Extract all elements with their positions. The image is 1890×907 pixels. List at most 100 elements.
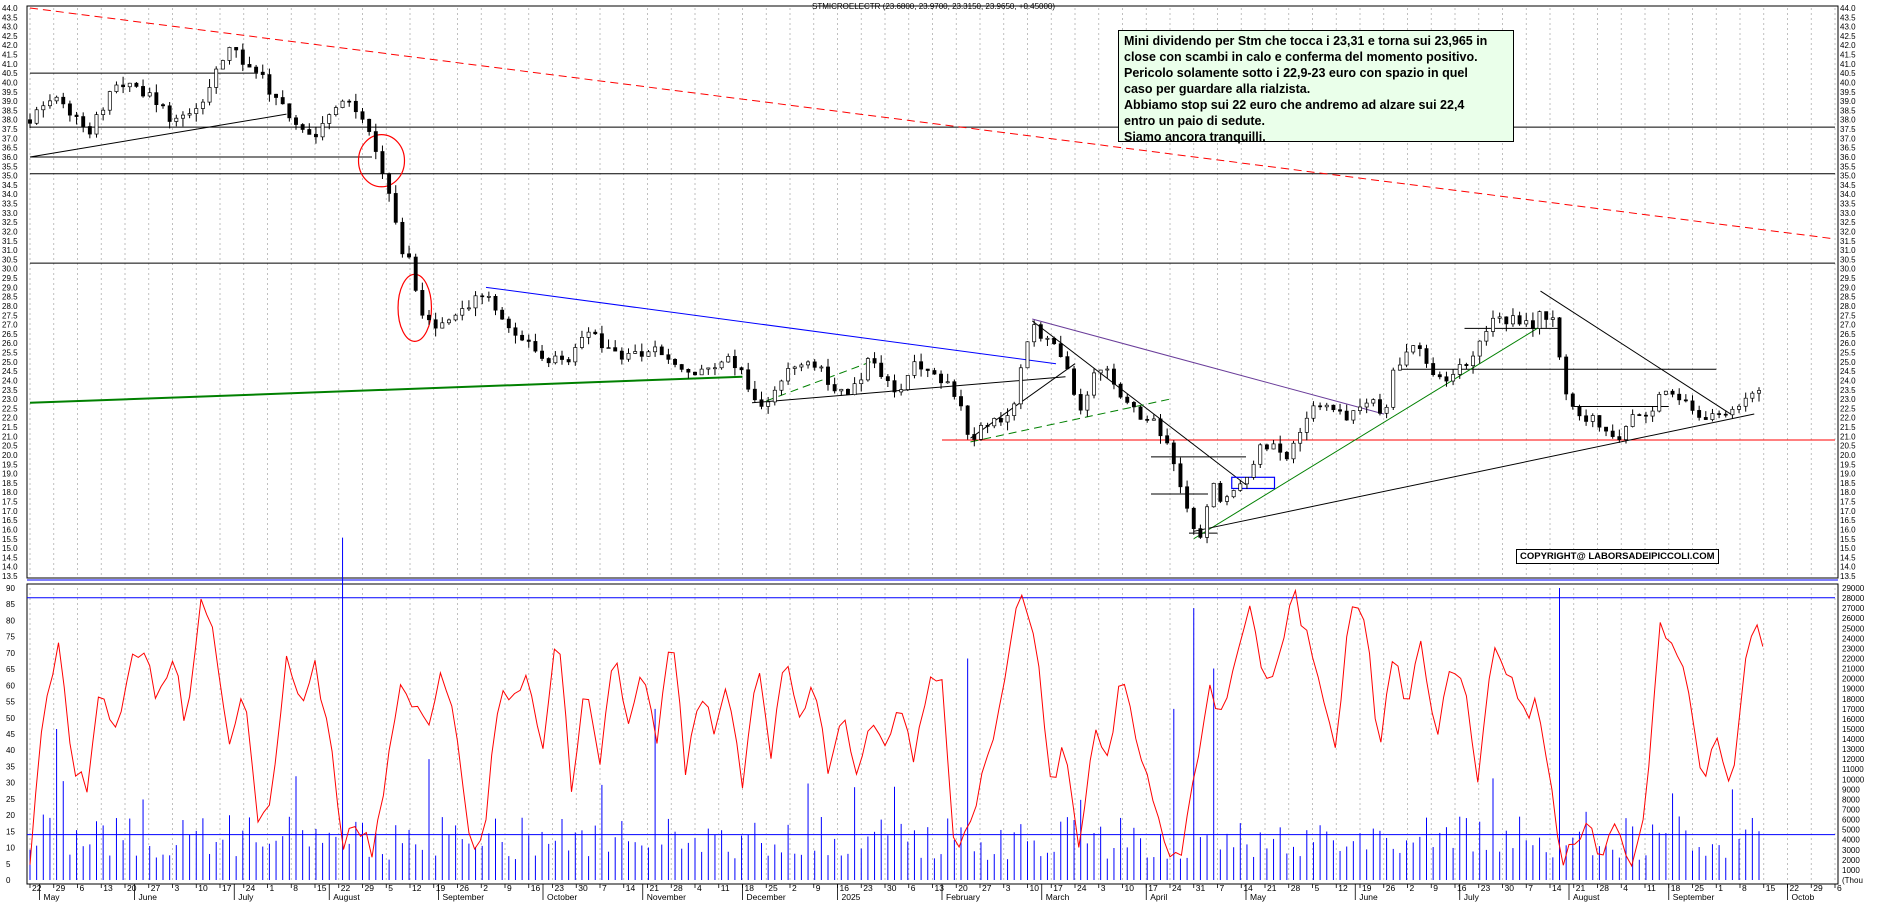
candle-body — [786, 368, 791, 382]
day-tick-label: 31 — [1196, 883, 1206, 893]
candle-body — [1264, 444, 1269, 450]
candle-body — [872, 358, 877, 364]
price-tick-label: 16.5 — [1840, 516, 1856, 525]
candle-body — [1171, 442, 1176, 465]
candle-body — [1663, 390, 1668, 395]
candle-body — [746, 369, 751, 390]
price-tick-label: 17.0 — [2, 507, 18, 516]
candle-body — [1570, 393, 1575, 407]
trendline — [970, 398, 1171, 443]
price-tick-label: 30.0 — [1840, 265, 1856, 274]
price-tick-label: 20.5 — [2, 442, 18, 451]
candle-body — [819, 366, 824, 369]
candle-body — [1510, 315, 1515, 325]
candle-body — [260, 71, 265, 75]
day-tick-label: 3 — [175, 883, 180, 893]
price-tick-label: 34.0 — [2, 190, 18, 199]
day-tick-label: 19 — [436, 883, 446, 893]
candle-body — [1683, 399, 1688, 402]
candle-body — [353, 100, 358, 113]
candle-body — [127, 82, 132, 88]
price-tick-label: 30.5 — [1840, 255, 1856, 264]
price-tick-label: 14.5 — [2, 553, 18, 562]
candle-body — [719, 361, 724, 369]
candle-body — [812, 361, 817, 368]
price-tick-label: 34.5 — [1840, 181, 1856, 190]
candle-body — [61, 96, 66, 105]
day-tick-label: 17 — [1148, 883, 1158, 893]
candle-body — [447, 319, 451, 324]
candle-body — [533, 341, 538, 352]
candle-body — [939, 373, 944, 384]
candle-body — [1590, 415, 1595, 422]
candle-body — [1391, 369, 1396, 408]
price-tick-label: 22.0 — [1840, 414, 1856, 423]
price-tick-label: 23.5 — [2, 386, 18, 395]
trendline — [766, 361, 871, 402]
volume-tick-label: 13000 — [1842, 745, 1865, 754]
candle-body — [1584, 415, 1589, 422]
price-tick-label: 23.5 — [1840, 386, 1856, 395]
candle-body — [167, 105, 172, 122]
candle-body — [1258, 444, 1263, 465]
day-tick-label: 9 — [507, 883, 512, 893]
candle-body — [972, 434, 977, 440]
candle-body — [1617, 436, 1622, 440]
oscillator-tick-label: 70 — [6, 649, 15, 658]
candle-body — [693, 371, 697, 376]
candle-body — [839, 388, 844, 392]
candle-body — [832, 384, 837, 392]
day-tick-label: 14 — [626, 883, 636, 893]
price-tick-label: 21.5 — [1840, 423, 1856, 432]
volume-tick-label: 23000 — [1842, 644, 1865, 653]
candle-body — [686, 368, 691, 373]
price-tick-label: 36.0 — [1840, 153, 1856, 162]
price-tick-label: 34.5 — [2, 181, 18, 190]
candle-body — [1384, 406, 1389, 414]
price-tick-label: 23.0 — [1840, 395, 1856, 404]
candle-body — [473, 295, 478, 309]
price-tick-label: 32.0 — [1840, 227, 1856, 236]
candle-body — [1471, 355, 1475, 366]
candle-body — [865, 358, 870, 381]
day-tick-label: 3 — [1006, 883, 1011, 893]
candle-body — [699, 368, 704, 376]
day-tick-label: 22 — [1790, 883, 1800, 893]
month-label: February — [946, 892, 981, 902]
day-tick-label: 2 — [1410, 883, 1415, 893]
day-tick-label: 6 — [80, 883, 85, 893]
day-tick-label: 11 — [721, 883, 730, 893]
candle-body — [639, 351, 644, 357]
candle-body — [320, 123, 325, 138]
candle-body — [134, 82, 139, 87]
price-tick-label: 33.5 — [2, 200, 18, 209]
day-tick-label: 10 — [1125, 883, 1135, 893]
candle-body — [659, 346, 664, 356]
day-tick-label: 20 — [958, 883, 968, 893]
candle-body — [1411, 345, 1416, 353]
candle-body — [367, 118, 372, 132]
candle-body — [1211, 482, 1216, 508]
candle-body — [1198, 528, 1203, 538]
candle-body — [1278, 443, 1283, 453]
candle-body — [1185, 486, 1190, 509]
candle-body — [1238, 483, 1243, 491]
day-tick-label: 15 — [317, 883, 327, 893]
candle-body — [845, 388, 850, 395]
candle-body — [859, 379, 864, 385]
price-tick-label: 30.0 — [2, 265, 18, 274]
price-tick-label: 33.0 — [2, 209, 18, 218]
candle-body — [586, 331, 591, 338]
price-tick-label: 39.0 — [2, 97, 18, 106]
candle-body — [280, 97, 285, 105]
volume-tick-label: 20000 — [1842, 675, 1865, 684]
price-tick-label: 21.0 — [1840, 432, 1856, 441]
candle-body — [1364, 402, 1369, 408]
candle-body — [806, 361, 811, 366]
price-tick-label: 40.5 — [1840, 69, 1856, 78]
candle-body — [792, 366, 797, 369]
price-tick-label: 27.5 — [2, 311, 18, 320]
day-tick-label: 16 — [1457, 883, 1467, 893]
trendline — [29, 375, 743, 404]
candle-body — [1304, 417, 1309, 433]
